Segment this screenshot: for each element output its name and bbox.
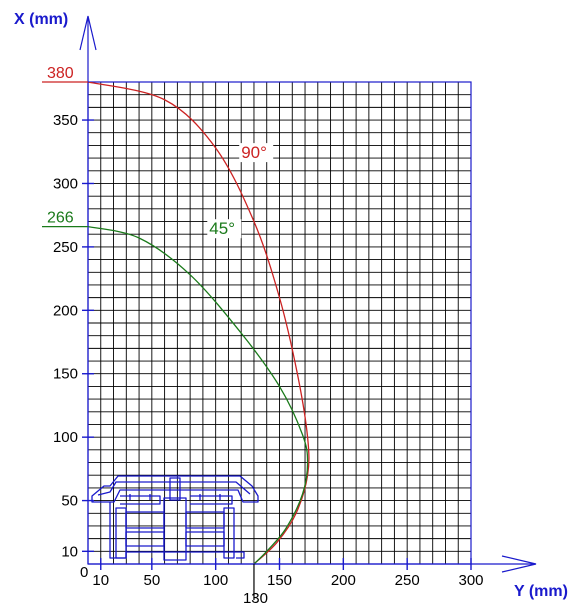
y-tick-label: 100: [53, 429, 78, 446]
y-tick-label: 350: [53, 112, 78, 129]
x-tick-label: 150: [267, 572, 292, 589]
curve-opening-90-deg: [88, 82, 310, 564]
series-layer: 90° 45°: [88, 82, 310, 564]
curve-label: 90°: [241, 143, 267, 162]
window-profile-drawing: [91, 475, 259, 561]
callout-label: 130: [243, 590, 268, 606]
plot-grid: [88, 82, 471, 564]
callout-label: 266: [47, 210, 74, 227]
x-tick-label: 100: [203, 572, 228, 589]
y-axis-title: X (mm): [14, 11, 68, 28]
y-tick-label: 150: [53, 366, 78, 383]
x-tick-label: 250: [395, 572, 420, 589]
y-tick-label: 300: [53, 175, 78, 192]
origin-label: 0: [80, 564, 88, 581]
x-axis-arrow-icon: [501, 555, 537, 573]
tick-labels: 10 50 100 150 200 250 300 350 10 50 100 150 200 250 30…: [53, 112, 484, 589]
x-tick-label: 10: [92, 572, 109, 589]
curve-label-background: [239, 143, 274, 163]
x-axis-title: Y (mm): [514, 583, 568, 600]
x-tick-label: 50: [143, 572, 160, 589]
x-tick-label: 300: [458, 572, 483, 589]
value-callouts: 380 266 130: [42, 65, 268, 606]
y-axis-arrow-icon: [79, 15, 97, 51]
y-tick-label: 200: [53, 302, 78, 319]
y-tick-label: 250: [53, 239, 78, 256]
callout-label: 380: [47, 65, 74, 82]
curve-opening-45-deg: [88, 225, 309, 564]
y-tick-label: 10: [61, 543, 78, 560]
axes: [79, 15, 537, 573]
x-tick-label: 200: [331, 572, 356, 589]
curve-label-background: [207, 219, 242, 239]
curve-label: 45°: [209, 219, 235, 238]
y-tick-label: 50: [61, 493, 78, 510]
